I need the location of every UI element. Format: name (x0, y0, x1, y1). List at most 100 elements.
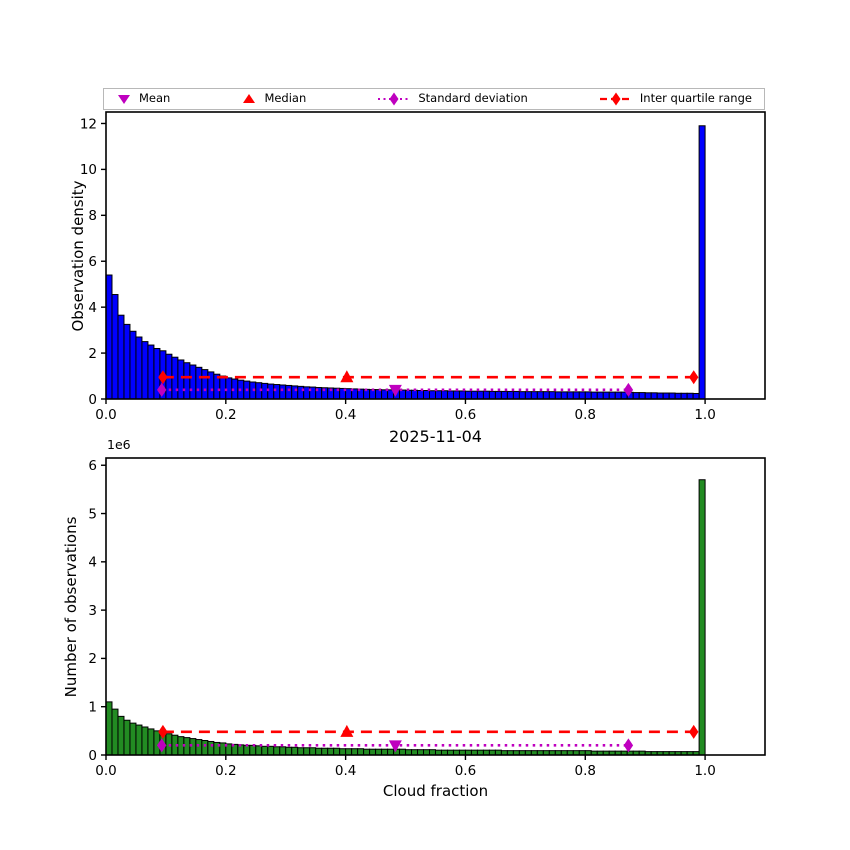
median-marker (340, 724, 354, 737)
histogram-bar (267, 383, 275, 400)
legend-item-mean: Mean (116, 93, 170, 105)
histogram-bar (602, 391, 610, 400)
histogram-bar (129, 722, 137, 756)
histogram-bar (381, 389, 389, 400)
histogram-bar (650, 392, 658, 400)
x-tick-label: 0.8 (575, 763, 596, 779)
histogram-bar (339, 748, 347, 756)
histogram-bar (201, 740, 209, 756)
legend: Mean Median Standard deviation Inter qua… (103, 88, 765, 110)
histogram-bar (297, 385, 305, 400)
axes-spines (105, 457, 766, 756)
histogram-bar (518, 391, 526, 400)
std-dev-marker-icon (378, 92, 411, 106)
histogram-bar (674, 392, 682, 400)
y-tick-label: 0 (88, 392, 97, 408)
iqr-q3-diamond (689, 724, 699, 739)
histogram-bar (440, 390, 448, 400)
y-tick-label: 2 (88, 346, 97, 362)
x-tick-label: 0.0 (95, 763, 116, 779)
x-tick-label: 0.2 (215, 763, 236, 779)
histogram-bar (243, 744, 251, 756)
histogram-bar (488, 390, 496, 400)
histogram-bar (464, 390, 472, 400)
mean-marker (388, 384, 402, 397)
histogram-bar (291, 746, 299, 756)
histogram-bar (578, 391, 586, 400)
histogram-bar (506, 390, 514, 400)
x-tick-label: 0.2 (215, 407, 236, 423)
top-y-axis-label: Observation density (69, 180, 87, 332)
histogram-bar (524, 391, 532, 400)
iqr-q3-diamond (689, 370, 699, 385)
histogram-bar (435, 390, 442, 400)
histogram-bar (333, 747, 341, 756)
histogram-bar (105, 701, 113, 756)
histogram-bar (536, 391, 544, 400)
histogram-bar (399, 389, 407, 400)
histogram-bar (195, 739, 203, 756)
x-tick-label: 0.6 (455, 763, 476, 779)
legend-item-std: Standard deviation (377, 92, 528, 106)
histogram-bar (399, 748, 407, 756)
histogram-bar (297, 747, 305, 756)
histogram-bar (698, 479, 706, 756)
histogram-bar (303, 747, 311, 756)
histogram-bar (470, 390, 478, 400)
histogram-bar (315, 747, 323, 756)
histogram-bar (566, 391, 574, 400)
histogram-bar (207, 740, 215, 756)
histogram-bar (363, 748, 371, 756)
histogram-bar (476, 390, 484, 400)
y-tick-label: 6 (88, 254, 97, 270)
bottom-y-axis-label: Number of observations (62, 516, 80, 698)
histogram-bar (261, 382, 269, 400)
histogram-bars-group (105, 479, 706, 756)
histogram-bar (662, 392, 670, 400)
histogram-bar (548, 391, 556, 400)
histogram-bars-group (105, 125, 706, 400)
legend-label-iqr: Inter quartile range (639, 91, 752, 106)
histogram-bar (285, 384, 293, 400)
y-tick-label: 6 (88, 458, 97, 474)
histogram-bar (452, 390, 460, 400)
histogram-bar (225, 377, 233, 400)
histogram-bar (351, 748, 359, 756)
legend-label-mean: Mean (139, 91, 171, 106)
histogram-bar (111, 294, 119, 400)
median-marker (340, 370, 354, 383)
histogram-bar (638, 392, 646, 400)
histogram-bar (530, 391, 538, 400)
y-tick-label: 2 (88, 651, 97, 667)
histogram-bar (111, 708, 119, 756)
histogram-bar (189, 364, 197, 400)
histogram-bar (590, 391, 598, 400)
histogram-bar (614, 391, 622, 400)
histogram-bar (500, 390, 508, 400)
histogram-bar (309, 747, 317, 756)
histogram-bar (482, 390, 490, 400)
histogram-bar (147, 344, 155, 400)
histogram-bar (219, 375, 227, 400)
top-histogram-plot: 0.0 0.2 0.4 0.6 0.8 1.0 0 2 4 6 8 10 12 (80, 111, 766, 423)
histogram-bar (123, 323, 131, 400)
histogram-bar (117, 314, 125, 400)
std-low-diamond (157, 738, 167, 753)
histogram-bar (141, 726, 149, 756)
histogram-bar (141, 341, 149, 400)
histogram-bar (255, 745, 263, 756)
x-tick-label: 0.4 (335, 763, 356, 779)
histogram-bar (135, 336, 143, 400)
histogram-bar (117, 715, 125, 756)
y-tick-label: 0 (88, 748, 97, 764)
std-high-diamond (623, 738, 634, 753)
histogram-bar (656, 392, 664, 400)
histogram-bar (512, 390, 520, 400)
histogram-bar (273, 746, 281, 756)
histogram-bar (458, 390, 466, 400)
histogram-bar (369, 748, 377, 756)
x-axis-label: Cloud fraction (382, 782, 489, 800)
histogram-bar (387, 748, 395, 756)
histogram-bar (429, 390, 437, 400)
